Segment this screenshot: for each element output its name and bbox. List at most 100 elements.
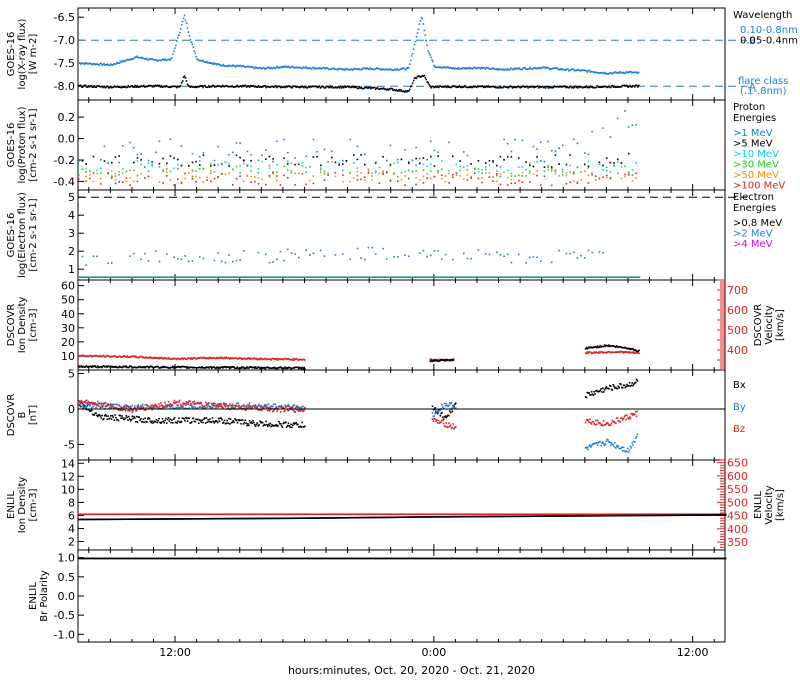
data-point xyxy=(180,365,183,368)
data-point xyxy=(114,172,117,175)
data-point xyxy=(320,68,323,70)
y-tick-label: -8.0 xyxy=(54,80,75,93)
data-point xyxy=(603,344,606,346)
data-point xyxy=(466,165,469,167)
series-dscovr_b-5 xyxy=(431,417,457,430)
data-point xyxy=(363,153,366,156)
data-point xyxy=(349,172,351,174)
data-point xyxy=(277,424,279,427)
data-point xyxy=(631,412,634,415)
data-point xyxy=(587,182,590,184)
data-point xyxy=(444,85,447,88)
data-point xyxy=(85,163,87,165)
data-point xyxy=(251,357,253,360)
data-point xyxy=(122,418,125,421)
data-point xyxy=(624,346,627,349)
data-point xyxy=(437,409,440,412)
data-point xyxy=(371,179,373,181)
data-point xyxy=(158,403,160,405)
data-point xyxy=(78,276,80,278)
data-point xyxy=(407,67,410,69)
data-point xyxy=(429,85,431,87)
data-point xyxy=(187,367,190,369)
data-point xyxy=(625,350,627,353)
data-point xyxy=(483,66,486,69)
data-point xyxy=(96,276,98,278)
data-point xyxy=(231,168,234,171)
data-point xyxy=(341,276,344,278)
data-point xyxy=(621,386,623,389)
data-point xyxy=(85,171,87,173)
data-point xyxy=(112,403,115,406)
data-point xyxy=(109,356,111,358)
data-point xyxy=(103,160,106,162)
data-point xyxy=(371,246,373,249)
data-point xyxy=(99,177,102,180)
data-point xyxy=(187,260,190,263)
data-point xyxy=(382,276,385,278)
data-point xyxy=(350,276,353,278)
data-point xyxy=(113,419,115,422)
data-point xyxy=(154,366,157,368)
data-point xyxy=(621,417,623,419)
data-point xyxy=(620,346,622,348)
data-point xyxy=(418,276,421,278)
data-point xyxy=(633,352,635,355)
data-point xyxy=(158,417,160,420)
data-point xyxy=(125,177,128,179)
data-point xyxy=(488,164,491,166)
data-point xyxy=(466,179,469,181)
data-point xyxy=(325,66,328,69)
data-point xyxy=(81,402,84,404)
data-point xyxy=(266,358,269,361)
data-point xyxy=(536,256,538,259)
data-point xyxy=(138,276,140,278)
data-point xyxy=(462,276,465,278)
data-point xyxy=(184,276,187,278)
data-point xyxy=(176,168,179,170)
data-point xyxy=(142,276,145,278)
data-point xyxy=(616,158,619,161)
data-point xyxy=(309,85,312,88)
data-point xyxy=(613,276,616,278)
data-point xyxy=(334,68,336,71)
data-point xyxy=(548,85,551,88)
data-point xyxy=(209,276,211,278)
data-point xyxy=(253,276,256,278)
data-point xyxy=(279,184,282,186)
data-point xyxy=(301,162,304,164)
legend-title: Wavelength xyxy=(733,10,792,21)
data-point xyxy=(487,276,490,278)
data-point xyxy=(176,365,178,368)
data-point xyxy=(151,357,153,359)
data-point xyxy=(274,85,276,88)
data-point xyxy=(550,170,553,172)
legend-entry: >2 MeV xyxy=(733,229,773,240)
data-point xyxy=(230,366,233,369)
data-point xyxy=(488,176,491,178)
data-point xyxy=(313,276,316,278)
data-point xyxy=(214,405,216,407)
data-point xyxy=(84,276,86,278)
data-point xyxy=(444,358,446,361)
data-point xyxy=(614,351,616,354)
data-point xyxy=(263,405,266,408)
data-point xyxy=(232,357,235,359)
data-point xyxy=(197,58,199,61)
data-point xyxy=(467,276,470,278)
data-point xyxy=(126,416,128,419)
data-point xyxy=(599,422,602,425)
data-point xyxy=(597,346,600,349)
data-point xyxy=(85,365,88,367)
data-point xyxy=(395,88,397,91)
data-point xyxy=(495,170,498,172)
data-point xyxy=(393,276,396,278)
data-point xyxy=(119,276,122,278)
data-point xyxy=(341,87,343,89)
panel-frame xyxy=(77,459,726,551)
data-point xyxy=(170,57,172,60)
data-point xyxy=(347,276,349,278)
data-point xyxy=(480,276,482,278)
data-point xyxy=(566,68,568,70)
